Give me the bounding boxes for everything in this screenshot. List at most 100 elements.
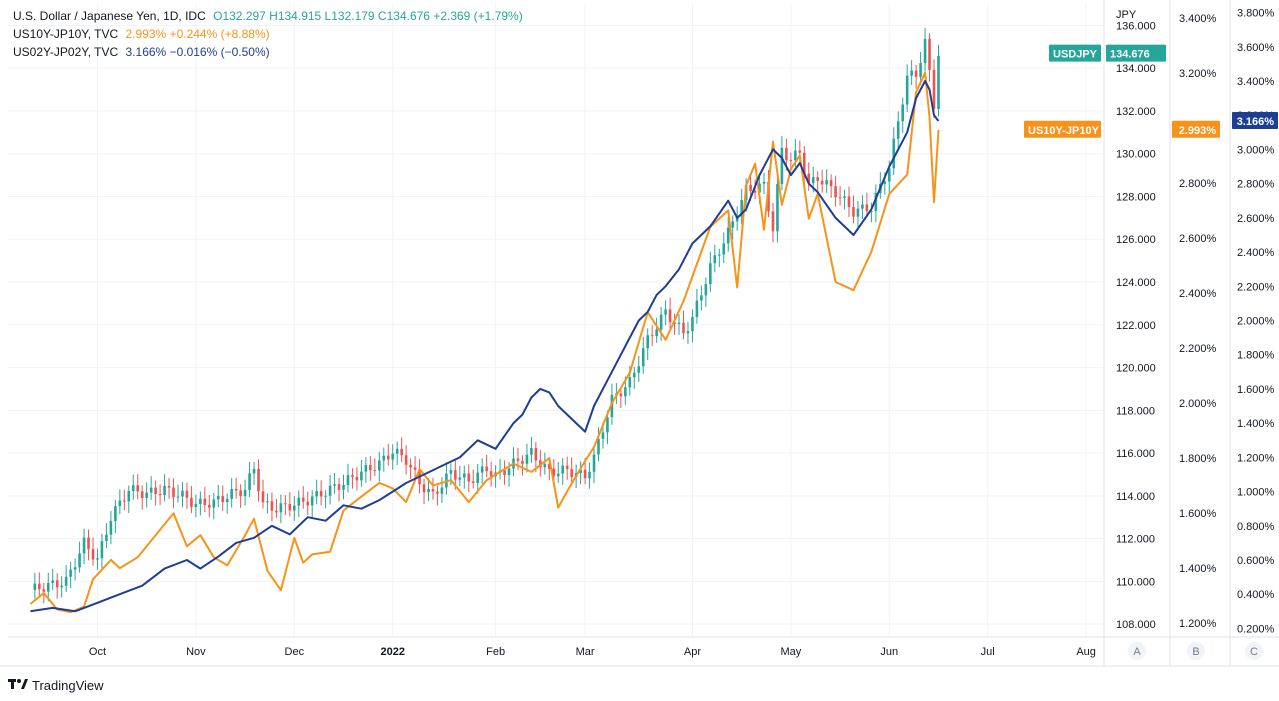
axis-b-button[interactable]	[1187, 642, 1205, 660]
candle-body	[856, 208, 860, 217]
axis-c-tick-label: 2.800%	[1237, 179, 1275, 191]
axis-b-tick-label: 2.800%	[1179, 178, 1217, 190]
candle-body	[597, 438, 600, 455]
candle-body	[33, 583, 37, 590]
candle-body	[834, 186, 837, 198]
candle-body	[704, 284, 708, 296]
candle-body	[592, 454, 596, 472]
axis-a-tick-label: 108.000	[1116, 619, 1156, 631]
time-axis-label: Nov	[186, 646, 206, 658]
candle-body	[829, 180, 833, 187]
candle-body	[51, 580, 55, 584]
last-value-tag-us02-box	[1232, 112, 1278, 130]
candle-body	[181, 490, 184, 497]
axis-c-tick-label: 3.000%	[1237, 144, 1275, 156]
candle-body	[507, 468, 511, 476]
legend-us10-label: US10Y-JP10Y, TVC	[13, 27, 119, 41]
axis-c-button[interactable]	[1245, 642, 1263, 660]
candle-body	[212, 499, 216, 508]
last-value-tag-us10: 2.993%	[1179, 125, 1217, 137]
time-axis-label: Oct	[89, 646, 106, 658]
candle-body	[570, 469, 573, 478]
candle-body	[606, 417, 609, 433]
candle-body	[780, 147, 784, 185]
candle-body	[355, 477, 359, 481]
candle-body	[275, 510, 278, 513]
candle-body	[807, 173, 811, 184]
time-axis-label: May	[780, 646, 801, 658]
candle-body	[646, 335, 650, 349]
axis-c-tick-label: 1.200%	[1237, 452, 1275, 464]
time-axis-label: Mar	[576, 646, 595, 658]
legend-us02[interactable]: US02Y-JP02Y, TVC 3.166% −0.016% (−0.50%)	[13, 43, 523, 61]
candle-body	[172, 487, 175, 498]
candle-body	[794, 150, 797, 161]
axis-b-tick-label: 2.400%	[1179, 288, 1217, 300]
candle-body	[324, 495, 327, 497]
candle-body	[377, 460, 381, 471]
candle-body	[364, 465, 368, 472]
candle-body	[284, 503, 287, 505]
series-name-tag-us10: US10Y-JP10Y	[1028, 125, 1100, 137]
candle-body	[735, 216, 739, 222]
candle-body	[140, 491, 144, 498]
candle-body	[91, 549, 95, 560]
candle-body	[328, 485, 332, 496]
axis-c-tick-label: 3.600%	[1237, 42, 1275, 54]
brand[interactable]: TradingView	[8, 676, 104, 694]
legend-us10[interactable]: US10Y-JP10Y, TVC 2.993% +0.244% (+8.88%)	[13, 25, 523, 43]
time-axis-label: Aug	[1076, 646, 1096, 658]
axis-b-tick-label: 3.400%	[1179, 13, 1217, 25]
axis-c-tick-label: 1.000%	[1237, 487, 1275, 499]
candle-body	[530, 448, 533, 455]
candle-body	[346, 475, 350, 486]
candle-body	[270, 501, 274, 511]
candle-body	[923, 39, 927, 64]
candle-body	[565, 465, 569, 470]
axis-a-tick-label: 124.000	[1116, 277, 1156, 289]
axis-c-tick-label: 2.400%	[1237, 247, 1275, 259]
candle-body	[454, 470, 457, 480]
candle-body	[145, 492, 148, 498]
series-line-us02y-jp02y[interactable]	[30, 80, 940, 613]
candle-body	[691, 316, 694, 332]
candle-body	[69, 569, 72, 577]
candle-body	[811, 177, 815, 184]
candle-body	[485, 466, 488, 472]
candle-body	[887, 168, 891, 182]
candle-body	[337, 484, 341, 490]
candle-body	[802, 152, 806, 174]
axis-c-tick-label: 2.600%	[1237, 213, 1275, 225]
candle-body	[78, 553, 81, 568]
series-line-us10y-jp10y[interactable]	[29, 71, 940, 614]
candle-body	[225, 498, 229, 502]
candle-body	[109, 521, 113, 535]
candle-body	[852, 207, 855, 217]
candle-body	[87, 537, 90, 550]
axis-a-tick-label: 110.000	[1116, 576, 1155, 588]
axis-a-button[interactable]	[1128, 642, 1146, 660]
candle-body	[154, 487, 157, 495]
candle-body	[190, 497, 193, 507]
time-axis-label: Jul	[981, 646, 995, 658]
legend-usdjpy-label: U.S. Dollar / Japanese Yen, 1D, IDC	[13, 9, 206, 23]
candle-body	[400, 448, 403, 456]
candle-body	[516, 458, 520, 461]
chart-legend: U.S. Dollar / Japanese Yen, 1D, IDC O132…	[13, 7, 523, 61]
candle-body	[650, 335, 654, 337]
candle-body	[203, 498, 207, 506]
candle-body	[686, 331, 690, 334]
last-value-tag-us02: 3.166%	[1237, 116, 1275, 128]
candle-body	[123, 500, 126, 502]
candle-body	[199, 498, 202, 505]
candle-body	[525, 454, 529, 464]
candle-body	[248, 473, 251, 490]
axis-b-tick-label: 1.800%	[1179, 453, 1217, 465]
candle-body	[351, 475, 354, 478]
candle-body	[382, 455, 386, 461]
candle-body	[230, 488, 233, 499]
axis-a-letter: A	[1133, 646, 1141, 658]
legend-usdjpy[interactable]: U.S. Dollar / Japanese Yen, 1D, IDC O132…	[13, 7, 523, 25]
candle-body	[288, 504, 292, 511]
